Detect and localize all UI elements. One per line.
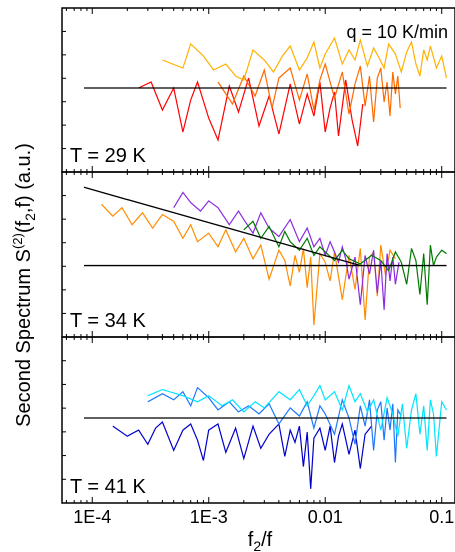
series-line-3-2 [147,386,402,463]
series-line-2-1 [101,203,396,326]
series-line-2-2 [173,191,400,310]
panels-group: T = 29 K T = 34 K T = 41 K [61,7,455,504]
plot-area-3 [84,383,448,489]
plot-area-2 [83,186,447,326]
panel-label-2: T = 34 K [70,310,146,332]
plot-area-1 [84,36,448,147]
panel-label-1: T = 29 K [70,145,146,167]
x-tick-label: 1E-4 [73,507,111,527]
series-line-2-3 [243,220,447,305]
x-tick-labels: 1E-4 1E-3 0.01 0.1 [73,507,454,527]
y-axis-label: Second Spectrum S(2)(f2,f) (a.u.) [10,143,38,427]
x-tick-label: 1E-3 [190,507,228,527]
series-line-1-1 [138,77,364,147]
series-line-1-3 [162,36,448,81]
series-line-3-1 [112,420,373,489]
x-axis-label: f2/f [248,529,273,552]
fit-line [83,186,361,267]
series-line-3-3 [147,383,448,457]
panel-3: T = 41 K [61,336,455,504]
series-line-1-2 [217,61,401,123]
annotation-rate: q = 10 K/min [346,22,448,42]
panel-label-3: T = 41 K [70,476,146,498]
panel-2: T = 34 K [61,171,455,338]
panel-frame-3 [61,336,455,504]
x-tick-label: 0.01 [308,507,343,527]
x-tick-label: 0.1 [429,507,454,527]
panel-1: T = 29 K [61,7,455,173]
